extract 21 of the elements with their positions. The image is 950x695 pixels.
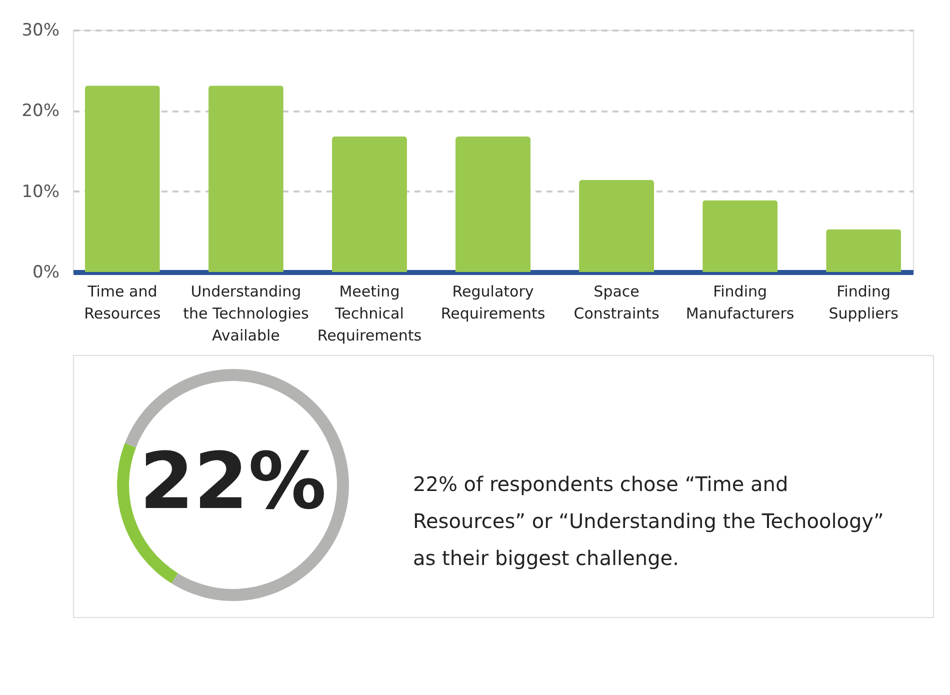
x-tick-label: Understanding the Technologies Available — [183, 282, 309, 344]
bar — [332, 136, 407, 272]
bar — [208, 86, 284, 272]
y-tick-label: 20% — [22, 101, 60, 122]
x-tick-label: Regulatory Requirements — [440, 282, 546, 322]
bar — [826, 229, 902, 272]
bar — [579, 180, 654, 272]
x-tick-label: Meeting Technical Requirements — [317, 282, 422, 344]
data-label: 22% — [140, 437, 326, 527]
y-tick-label: 30% — [22, 20, 60, 40]
bar — [84, 86, 160, 272]
x-tick-label: Finding Suppliers — [828, 282, 899, 322]
y-tick-label: 0% — [32, 262, 60, 282]
y-tick-label: 10% — [22, 182, 60, 202]
x-tick-label: Space Constraints — [574, 282, 660, 322]
donut-slice — [124, 369, 349, 601]
x-tick-label: Finding Manufacturers — [686, 282, 794, 322]
bar — [456, 136, 530, 272]
x-tick-label: Time and Resources — [84, 282, 161, 322]
bar — [702, 200, 778, 272]
text: 22% of respondents chose “Time and Resources” or “Understanding the Techoology” as their biggest challenge. — [413, 472, 884, 570]
